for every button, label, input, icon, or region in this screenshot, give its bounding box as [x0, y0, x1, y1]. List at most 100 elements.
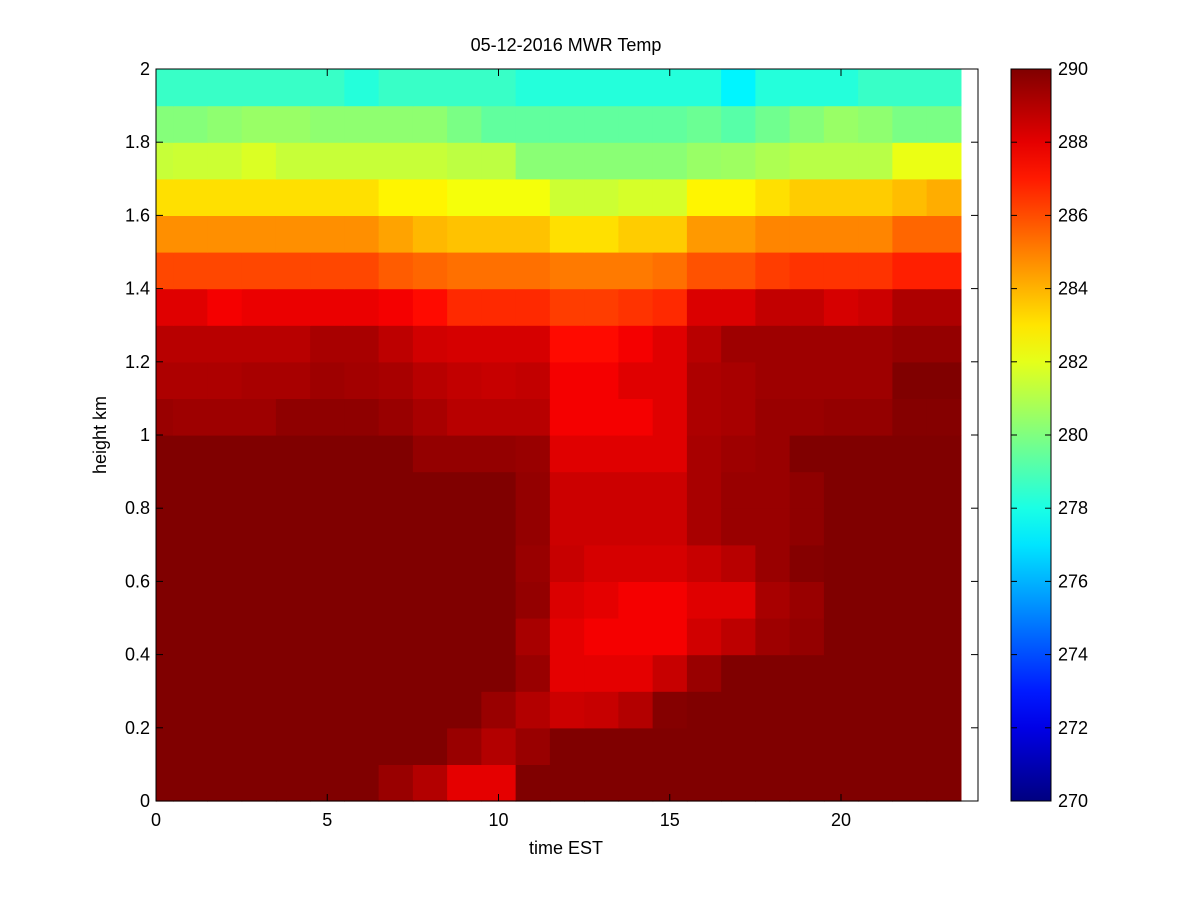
- heatmap-cell: [823, 654, 859, 692]
- heatmap-cell: [789, 654, 825, 692]
- heatmap-cell: [823, 544, 859, 582]
- heatmap-cell: [481, 178, 517, 216]
- heatmap-cell: [378, 508, 414, 546]
- colorbar-tick-label: 278: [1058, 498, 1088, 518]
- heatmap-cell: [173, 325, 208, 363]
- heatmap-cell: [926, 435, 962, 473]
- heatmap-cell: [156, 618, 174, 656]
- heatmap-cell: [789, 471, 825, 509]
- heatmap-cell: [378, 471, 414, 509]
- heatmap-cell: [823, 178, 859, 216]
- heatmap-cell: [652, 471, 688, 509]
- heatmap-cell: [618, 215, 654, 253]
- heatmap-cell: [241, 618, 277, 656]
- heatmap-cell: [618, 618, 654, 656]
- heatmap-cell: [275, 471, 311, 509]
- heatmap-cell: [686, 325, 722, 363]
- heatmap-cell: [207, 544, 243, 582]
- heatmap-cell: [858, 544, 893, 582]
- heatmap-cell: [275, 252, 311, 290]
- heatmap-cell: [156, 764, 174, 802]
- heatmap-cell: [156, 252, 174, 290]
- heatmap-cell: [207, 142, 243, 180]
- heatmap-cell: [481, 544, 517, 582]
- x-tick-label: 20: [831, 810, 851, 830]
- heatmap-cell: [618, 142, 654, 180]
- heatmap-cell: [823, 471, 859, 509]
- heatmap-cell: [549, 105, 585, 143]
- heatmap-cell: [618, 178, 654, 216]
- heatmap-cell: [310, 691, 345, 729]
- heatmap-cell: [173, 435, 208, 473]
- heatmap-cell: [892, 142, 928, 180]
- heatmap-cell: [926, 215, 962, 253]
- heatmap-cell: [447, 325, 482, 363]
- heatmap-cell: [892, 654, 928, 692]
- heatmap-cell: [652, 435, 688, 473]
- heatmap-cell: [584, 398, 619, 436]
- heatmap-cell: [858, 618, 893, 656]
- heatmap-cell: [721, 288, 756, 326]
- heatmap-cell: [515, 691, 551, 729]
- heatmap-cell: [515, 288, 551, 326]
- heatmap-cell: [926, 471, 962, 509]
- heatmap-cell: [412, 142, 448, 180]
- heatmap-cell: [241, 142, 277, 180]
- heatmap-cell: [584, 581, 619, 619]
- heatmap-cell: [858, 361, 893, 399]
- heatmap-cell: [447, 471, 482, 509]
- heatmap-cell: [892, 69, 928, 107]
- heatmap-cell: [156, 727, 174, 765]
- heatmap-cell: [789, 508, 825, 546]
- heatmap-cell: [481, 361, 517, 399]
- heatmap-cell: [378, 288, 414, 326]
- heatmap-cell: [412, 581, 448, 619]
- heatmap-cell: [412, 69, 448, 107]
- heatmap-cell: [481, 288, 517, 326]
- heatmap-cell: [378, 544, 414, 582]
- heatmap-cell: [481, 435, 517, 473]
- heatmap-cell: [789, 215, 825, 253]
- heatmap-cell: [549, 142, 585, 180]
- heatmap-cell: [858, 252, 893, 290]
- heatmap-cell: [789, 691, 825, 729]
- heatmap-cell: [789, 142, 825, 180]
- heatmap-cell: [173, 215, 208, 253]
- x-tick-label: 10: [488, 810, 508, 830]
- heatmap-cell: [789, 581, 825, 619]
- heatmap-cell: [892, 398, 928, 436]
- heatmap-cell: [156, 361, 174, 399]
- heatmap-cell: [926, 398, 962, 436]
- heatmap-cell: [926, 727, 962, 765]
- heatmap-cell: [378, 69, 414, 107]
- heatmap-cell: [892, 325, 928, 363]
- heatmap-cell: [275, 581, 311, 619]
- heatmap-cell: [721, 764, 756, 802]
- heatmap-cell: [926, 764, 962, 802]
- heatmap-cell: [652, 508, 688, 546]
- heatmap-cell: [584, 105, 619, 143]
- heatmap-cell: [412, 361, 448, 399]
- heatmap-cell: [173, 581, 208, 619]
- heatmap-cell: [858, 764, 893, 802]
- heatmap-cell: [378, 252, 414, 290]
- heatmap-cell: [789, 435, 825, 473]
- heatmap-cell: [686, 69, 722, 107]
- heatmap-cell: [275, 288, 311, 326]
- y-tick-label: 0.2: [125, 718, 150, 738]
- heatmap-cell: [926, 105, 962, 143]
- heatmap-cell: [481, 654, 517, 692]
- colorbar-tick-label: 276: [1058, 571, 1088, 591]
- heatmap-cell: [173, 252, 208, 290]
- y-tick-label: 1.2: [125, 352, 150, 372]
- heatmap-cell: [686, 654, 722, 692]
- heatmap-cell: [652, 142, 688, 180]
- heatmap-cell: [344, 691, 380, 729]
- heatmap-cell: [344, 435, 380, 473]
- heatmap-cell: [618, 398, 654, 436]
- heatmap-cell: [344, 105, 380, 143]
- heatmap-cell: [755, 764, 791, 802]
- y-tick-label: 1: [140, 425, 150, 445]
- heatmap-cell: [173, 654, 208, 692]
- colorbar-tick-label: 270: [1058, 791, 1088, 811]
